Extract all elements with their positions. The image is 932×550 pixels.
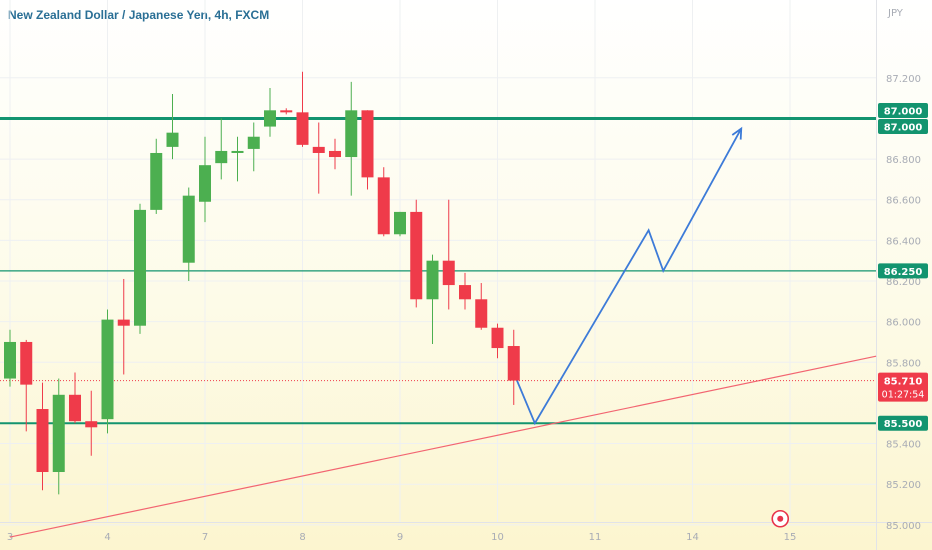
y-tick-label: 87.200 <box>886 74 921 85</box>
candle-body <box>410 211 423 300</box>
x-tick-label: 14 <box>686 532 699 543</box>
y-tick-label: 85.400 <box>886 440 921 451</box>
candle-body <box>377 177 390 235</box>
price-badges: 87.000 87.000 86.250 85.500 85.710 01:27:54 <box>878 102 928 431</box>
candle-body <box>231 150 244 153</box>
candle-body <box>491 327 504 349</box>
level-badge-label: 87.000 <box>884 122 923 133</box>
candle-body <box>20 341 33 385</box>
y-tick-label: 86.600 <box>886 196 921 207</box>
candle-body <box>199 165 211 202</box>
candle-body <box>182 195 195 263</box>
x-tick-label: 8 <box>299 532 305 543</box>
projection-path[interactable] <box>516 128 743 426</box>
candle-body <box>312 146 325 153</box>
level-badge <box>878 263 928 279</box>
candle-body <box>69 394 81 422</box>
marker-layer[interactable] <box>771 509 790 528</box>
price-axis[interactable]: JPY 87.200 86.800 86.600 86.400 86.200 86.000… <box>886 8 921 532</box>
candle-body <box>361 110 374 178</box>
candle-body <box>442 260 455 286</box>
trendline-layer[interactable] <box>0 355 877 538</box>
y-tick-label: 85.200 <box>886 480 921 491</box>
time-axis[interactable]: 3 4 7 8 9 10 11 14 15 <box>7 532 797 543</box>
candles <box>4 71 520 495</box>
candle-body <box>215 150 228 164</box>
candle-body <box>4 341 16 379</box>
candle-body <box>475 299 488 328</box>
candle-body <box>36 409 49 473</box>
candle-body <box>296 112 309 145</box>
level-badge <box>878 102 928 118</box>
x-tick-label: 4 <box>104 532 110 543</box>
currency-label: JPY <box>887 8 904 19</box>
candle-body <box>247 136 260 149</box>
candle-body <box>426 260 439 300</box>
level-badge <box>878 118 928 134</box>
x-tick-label: 15 <box>784 532 797 543</box>
current-price-badge <box>878 372 928 402</box>
target-marker-dot <box>777 515 784 522</box>
projection-layer[interactable] <box>516 126 743 426</box>
candle-body <box>329 150 341 158</box>
chart-title: New Zealand Dollar / Japanese Yen, 4h, F… <box>8 8 270 22</box>
level-badge <box>878 415 928 431</box>
candle-body <box>264 110 276 127</box>
candle-body <box>166 132 179 147</box>
y-tick-label: 86.800 <box>886 155 921 166</box>
projection-arrowhead <box>731 126 743 140</box>
candle-body <box>345 110 358 158</box>
x-tick-label: 7 <box>202 532 208 543</box>
level-badge-label: 87.000 <box>884 106 923 117</box>
candle-body <box>134 209 146 326</box>
y-tick-label: 86.000 <box>886 318 921 329</box>
x-tick-label: 11 <box>589 532 602 543</box>
y-tick-label: 86.200 <box>886 277 921 288</box>
bar-countdown-label: 01:27:54 <box>882 390 925 401</box>
candle-body <box>459 285 471 300</box>
candle-body <box>117 319 130 326</box>
candle-body <box>507 346 520 381</box>
level-badge-label: 85.500 <box>884 419 923 430</box>
y-tick-label: 85.800 <box>886 358 921 369</box>
current-price-label: 85.710 <box>884 377 923 388</box>
candle-body <box>150 152 163 210</box>
candle-body <box>280 110 293 113</box>
y-tick-label: 86.400 <box>886 236 921 247</box>
x-tick-label: 9 <box>397 532 403 543</box>
candle-body <box>85 421 98 428</box>
x-tick-label: 3 <box>7 532 13 543</box>
level-badge-label: 86.250 <box>884 267 923 278</box>
candle-body <box>52 394 65 473</box>
candle-body <box>394 211 406 235</box>
trendline[interactable] <box>9 355 877 538</box>
y-tick-label: 85.000 <box>886 521 921 532</box>
x-tick-label: 10 <box>491 532 504 543</box>
candle-body <box>101 319 114 420</box>
